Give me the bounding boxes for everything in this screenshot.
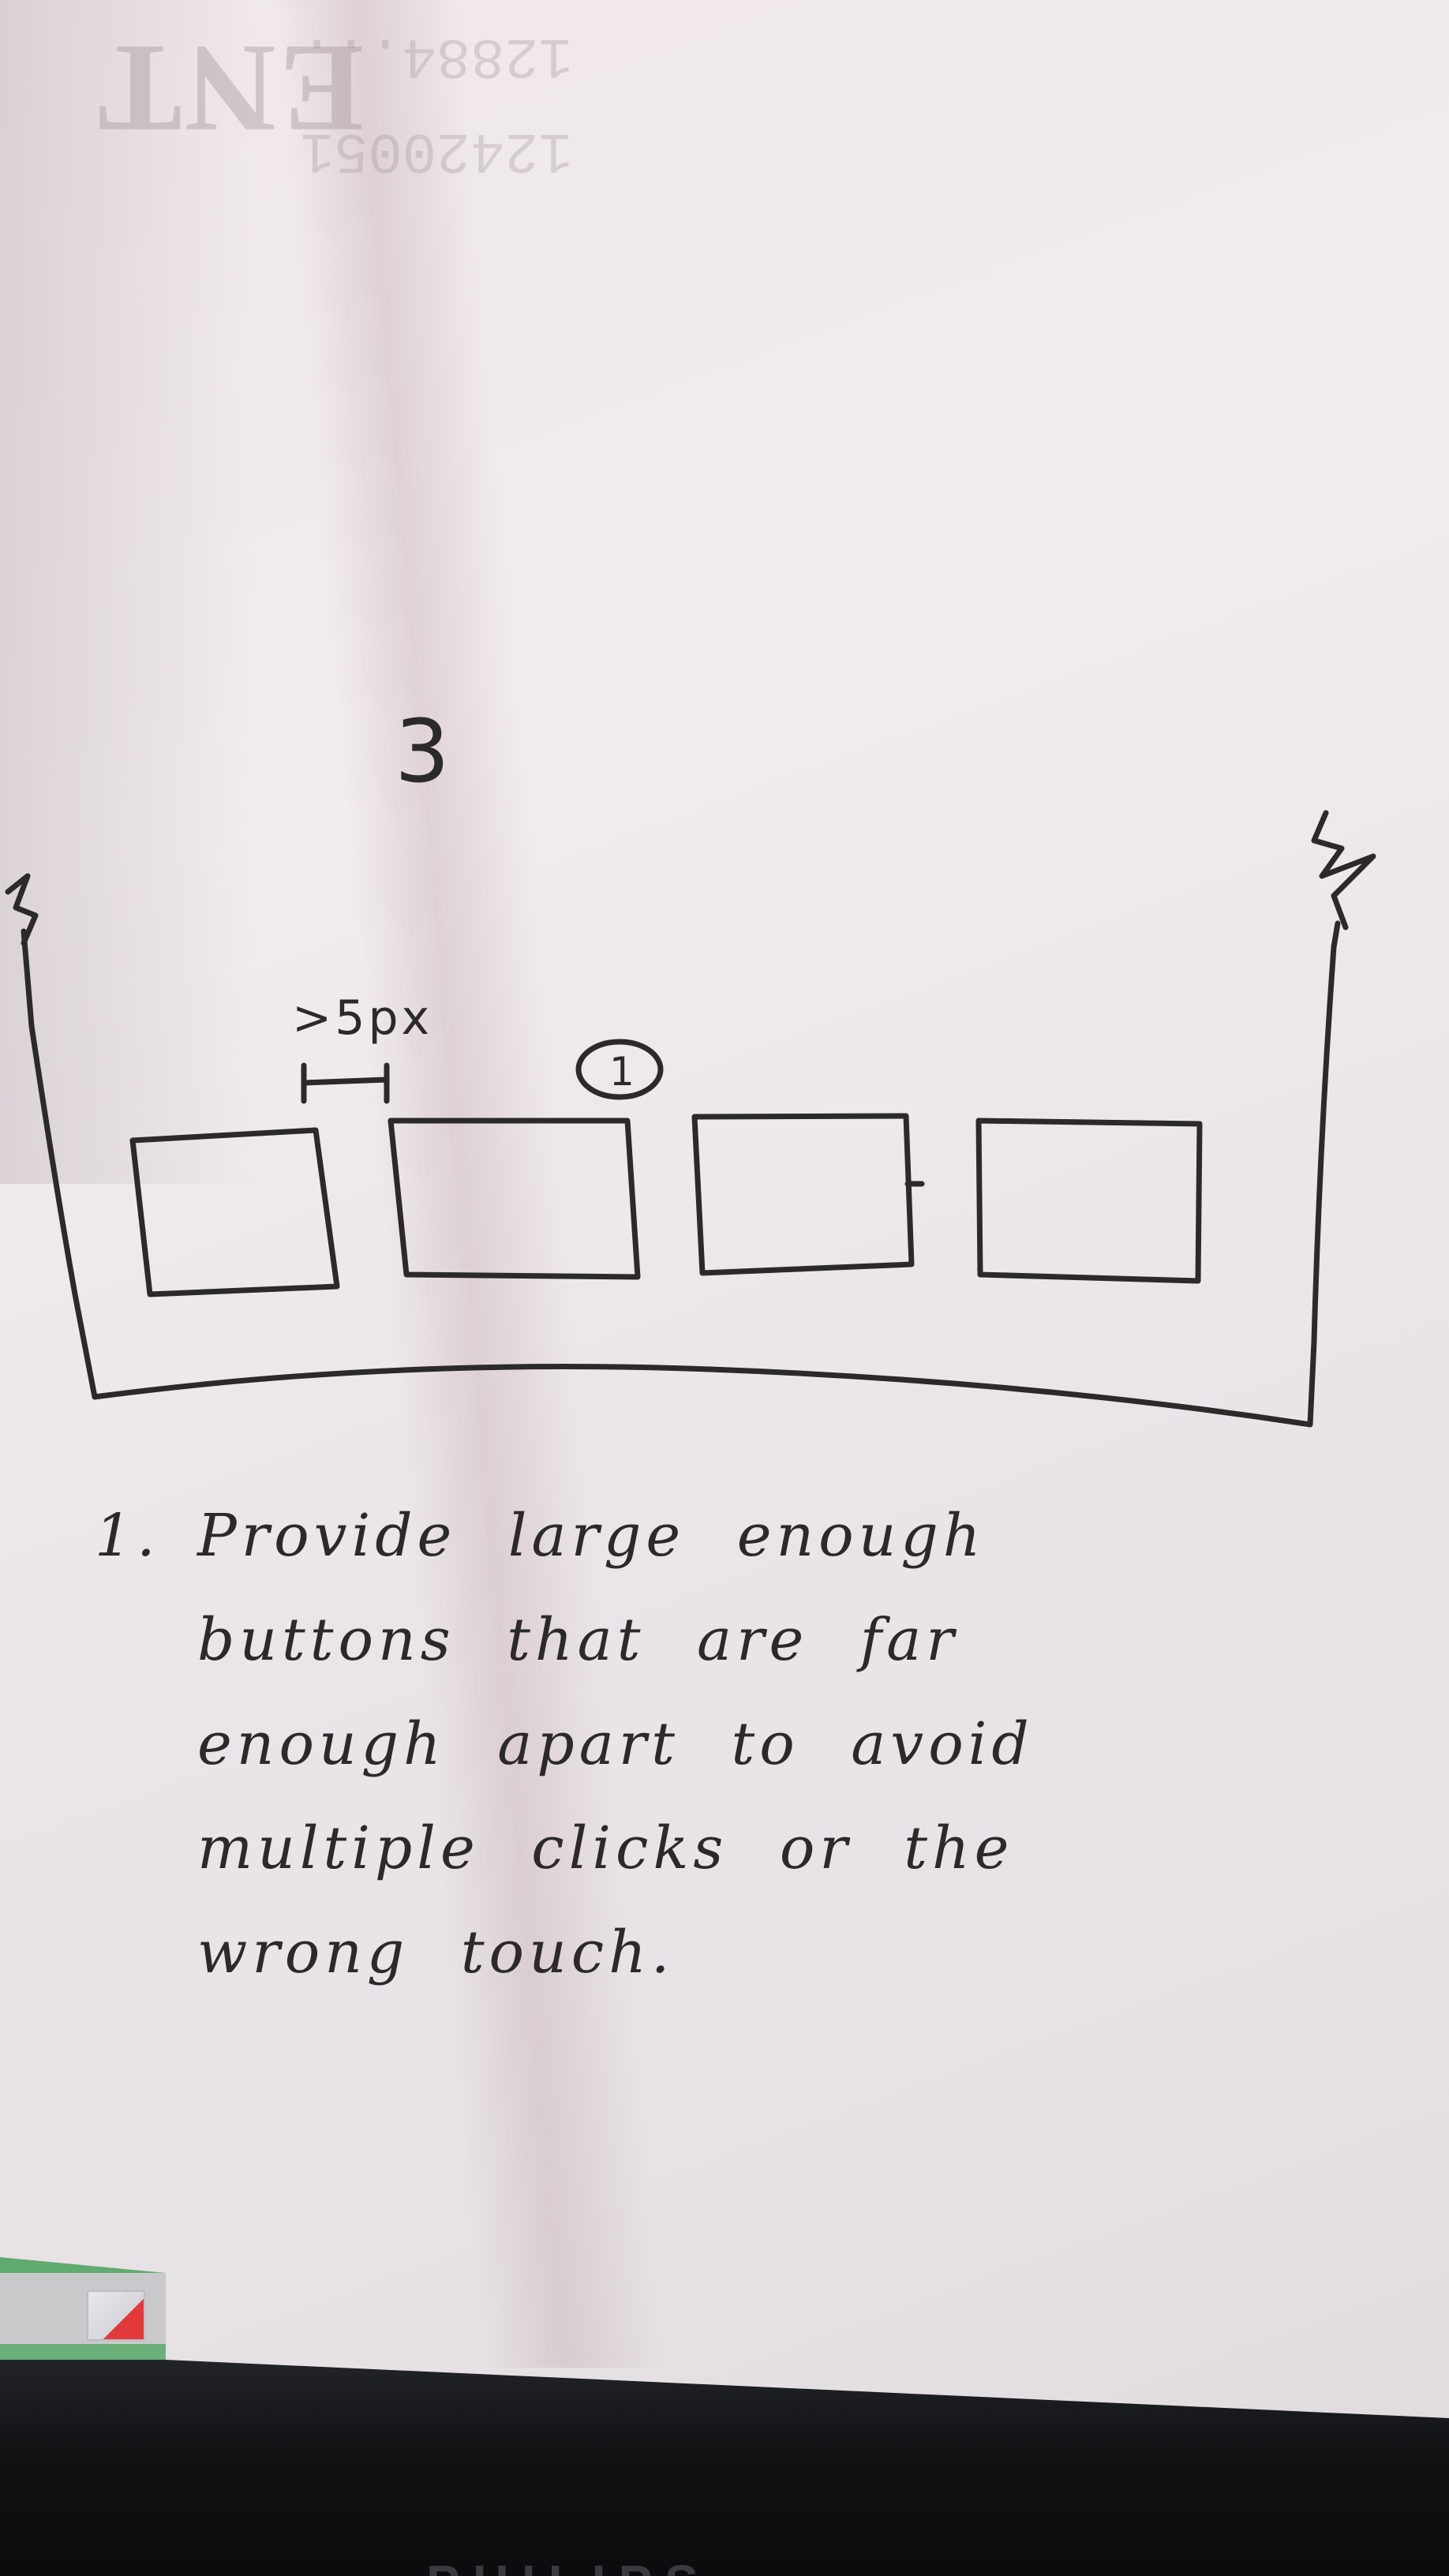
paper-shadow: [0, 0, 253, 1184]
note-number: 1.: [95, 1502, 160, 1570]
handwritten-note: 1. Provide large enough buttons that are …: [95, 1484, 1200, 2005]
antenna-left-icon: [5, 873, 39, 946]
note-line: wrong touch.: [95, 1900, 1200, 2005]
callout-number: 1: [609, 1049, 635, 1095]
taskbar-app-icon: [87, 2290, 145, 2341]
spacing-dimension: [301, 1062, 390, 1104]
note-line-text: multiple clicks or the: [197, 1814, 1014, 1882]
note-line-text: wrong touch.: [197, 1919, 675, 1986]
paper-sheet: ENT 12420051 12884...: [0, 0, 1449, 2418]
sketch-button-1: [129, 1127, 340, 1297]
note-line-text: Provide large enough: [197, 1502, 986, 1570]
monitor-brand-logo: PHILIPS: [426, 2554, 711, 2576]
sketch-button-4: [975, 1118, 1203, 1284]
sketch-button-3: [691, 1113, 915, 1276]
note-line-text: buttons that are far: [197, 1606, 959, 1674]
sketch-button-2: [388, 1118, 641, 1280]
note-line: enough apart to avoid: [95, 1692, 1200, 1796]
note-line: buttons that are far: [95, 1588, 1200, 1692]
note-line-text: enough apart to avoid: [197, 1710, 1034, 1778]
callout-circle: [575, 1039, 664, 1100]
page-number: 3: [395, 701, 450, 802]
note-line: 1. Provide large enough: [95, 1484, 1200, 1588]
device-outline: [21, 920, 1341, 1428]
note-line: multiple clicks or the: [95, 1796, 1200, 1900]
antenna-right-icon: [1311, 810, 1376, 930]
spacing-annotation: >5px: [292, 990, 432, 1046]
